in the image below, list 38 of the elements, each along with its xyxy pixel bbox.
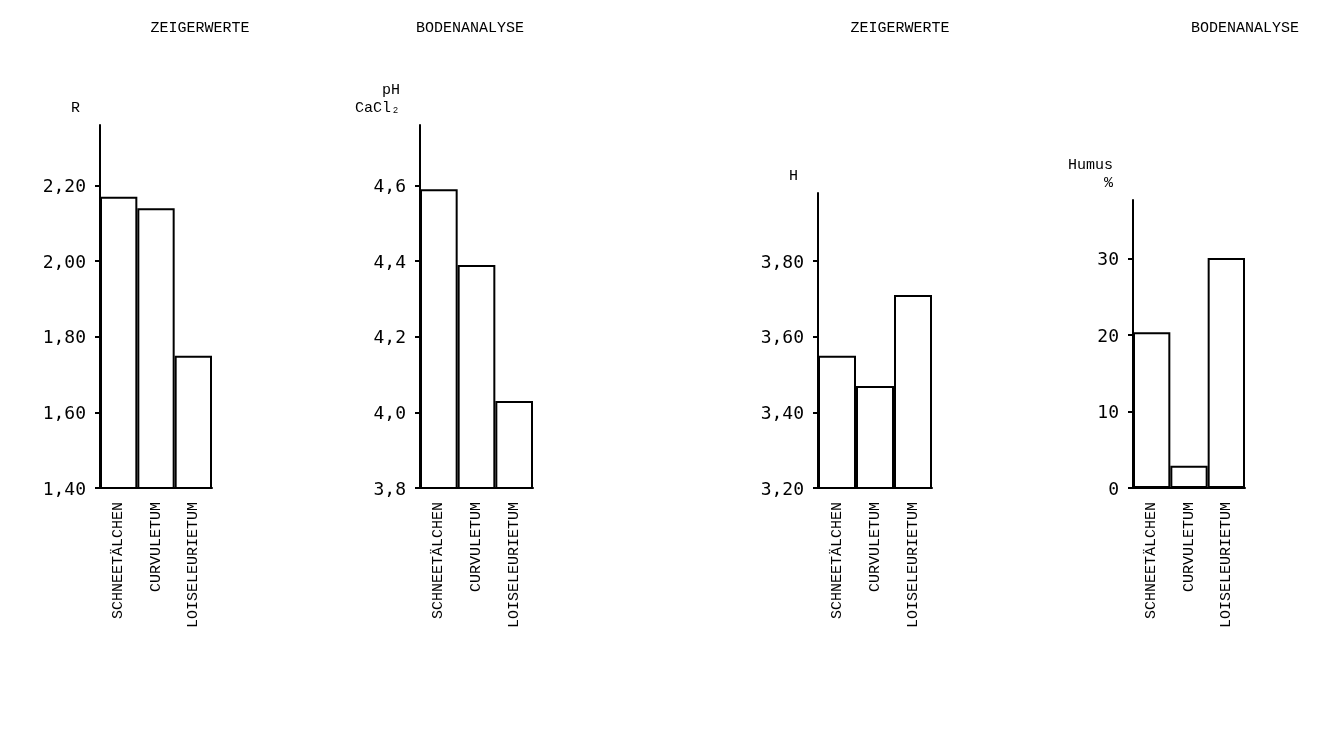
y-tick-label: 30: [1097, 248, 1119, 270]
x-tick-label: SCHNEETÄLCHEN: [1142, 502, 1161, 620]
y-tick-label: 4,2: [373, 326, 406, 348]
y-tick-label: 3,60: [760, 326, 804, 348]
y-tick-label: 3,8: [373, 477, 406, 499]
x-tick-label: CURVULETUM: [866, 502, 884, 593]
y-axis-title: H: [788, 167, 798, 185]
x-tick-label: CURVULETUM: [1180, 502, 1198, 593]
y-tick-label: 3,80: [760, 250, 804, 272]
y-tick-label: 1,40: [42, 477, 86, 499]
y-tick-label: 4,6: [373, 175, 406, 196]
y-axis-title: R: [70, 99, 80, 117]
y-tick-label: 1,80: [42, 326, 86, 348]
y-tick-label: 3,40: [760, 401, 804, 423]
x-tick-label: CURVULETUM: [147, 502, 165, 593]
y-tick-label: 0: [1108, 477, 1119, 499]
y-tick-label: 3,20: [760, 477, 804, 499]
y-tick-label: 4,0: [373, 401, 406, 423]
chart-title: BODENANALYSE: [415, 20, 525, 37]
y-axis-title: Humus %: [1067, 156, 1114, 192]
chart-title: BODENANALYSE: [1190, 20, 1300, 37]
y-tick-label: 2,20: [42, 175, 86, 196]
x-tick-label: LOISELEURIETUM: [505, 502, 523, 629]
y-tick-label: 2,00: [42, 250, 86, 272]
y-tick-label: 10: [1097, 401, 1119, 423]
x-tick-label: CURVULETUM: [468, 502, 485, 593]
x-tick-label: SCHNEETÄLCHEN: [827, 502, 846, 620]
y-axis-title: pH CaCl₂: [354, 81, 400, 117]
x-tick-label: LOISELEURIETUM: [1217, 502, 1235, 629]
y-tick-label: 20: [1097, 324, 1119, 346]
x-tick-label: SCHNEETÄLCHEN: [429, 502, 448, 620]
x-tick-label: LOISELEURIETUM: [904, 502, 922, 629]
y-tick-label: 4,4: [373, 250, 406, 272]
x-tick-label: SCHNEETÄLCHEN: [109, 502, 128, 620]
x-tick-label: LOISELEURIETUM: [184, 502, 202, 629]
chart-title: ZEIGERWERTE: [850, 20, 950, 37]
chart-title: ZEIGERWERTE: [150, 20, 250, 37]
y-tick-label: 1,60: [42, 401, 86, 423]
